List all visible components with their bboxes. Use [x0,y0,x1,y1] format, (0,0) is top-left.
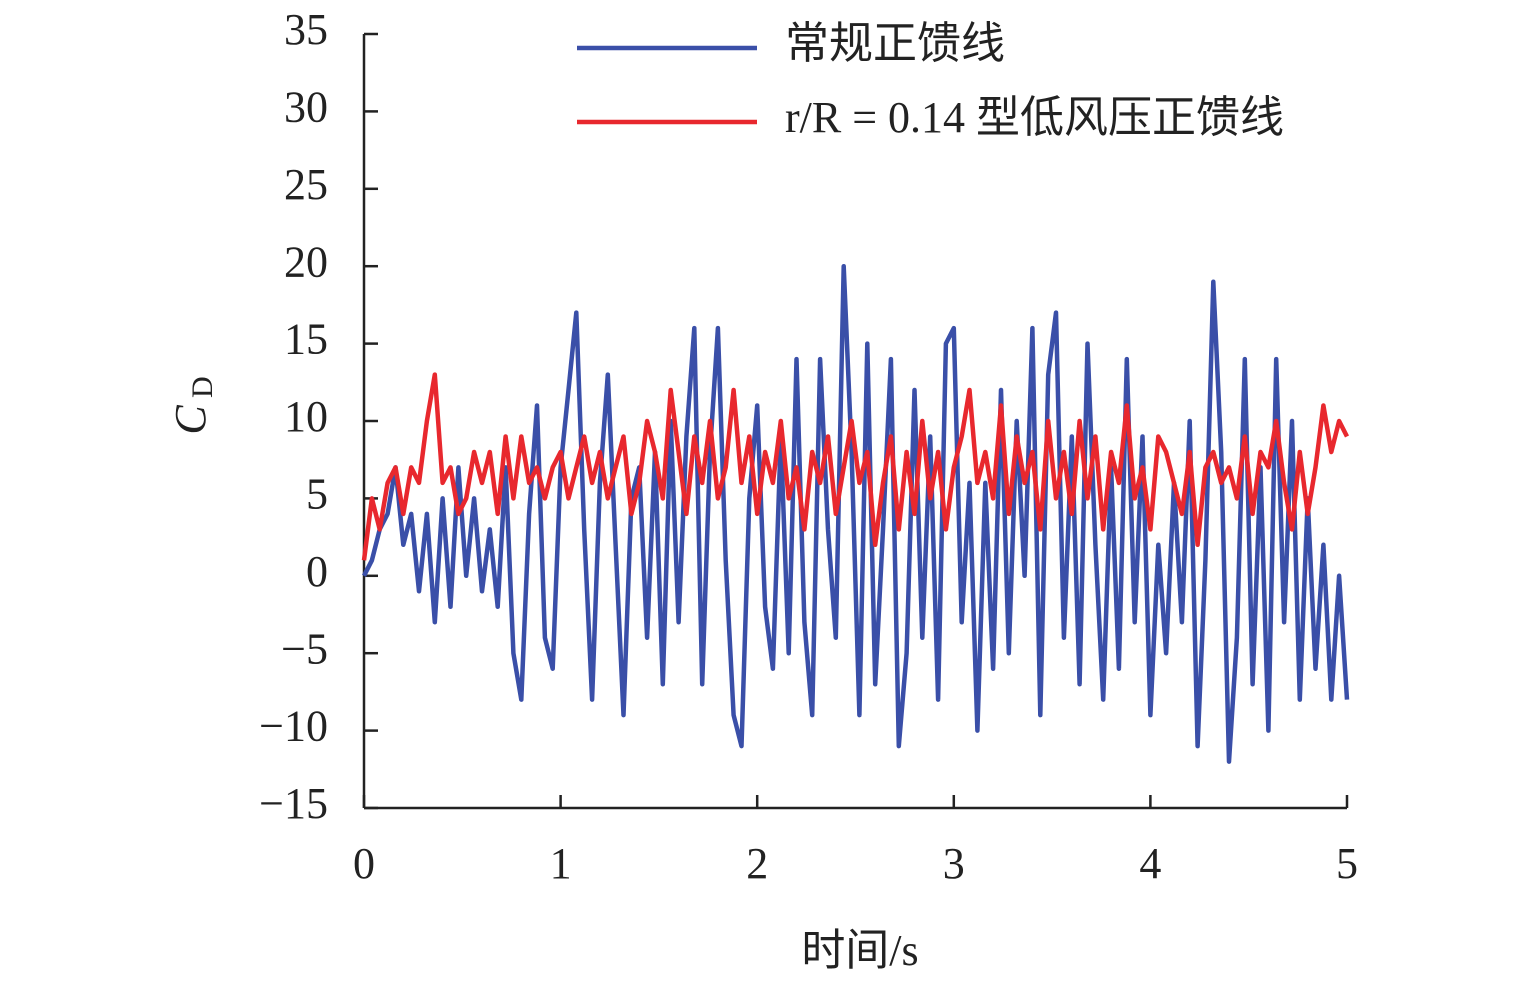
legend-label: 常规正馈线 [785,19,1005,68]
y-label-main: C [166,405,215,435]
series-line [361,372,1350,561]
y-tick-label: −5 [281,624,328,673]
x-tick-label: 2 [746,839,768,888]
x-tick-label: 5 [1336,839,1358,888]
y-tick-label: 0 [306,547,328,596]
y-tick-label: 20 [284,237,328,286]
x-axis-label: 时间/s [801,926,918,975]
y-tick-label: 35 [284,5,328,54]
y-axis-label: C D [166,376,219,434]
legend-label: r/R = 0.14 型低风压正馈线 [785,93,1284,142]
y-tick-label: 5 [306,469,328,518]
y-tick-label: 15 [284,315,328,364]
y-tick-label: 30 [284,82,328,131]
y-tick-label: 10 [284,392,328,441]
x-tick-label: 0 [353,839,375,888]
x-tick-label: 4 [1139,839,1161,888]
y-tick-label: −15 [259,779,328,828]
y-tick-label: 25 [284,160,328,209]
x-tick-label: 1 [550,839,572,888]
y-label-sub: D [186,376,219,398]
x-tick-label: 3 [943,839,965,888]
series-line [361,263,1350,764]
y-tick-label: −10 [259,702,328,751]
